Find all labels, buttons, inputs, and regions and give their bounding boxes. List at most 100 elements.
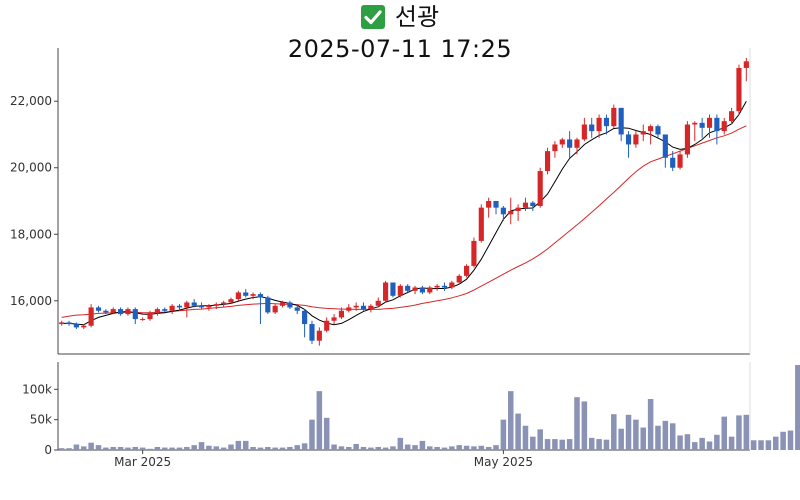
volume-bar (257, 447, 264, 450)
candle (368, 304, 374, 313)
volume-bar (441, 447, 448, 450)
candle (154, 307, 160, 316)
volume-bar (110, 446, 116, 450)
candle-body (456, 275, 462, 283)
candle (633, 131, 639, 148)
volume-bar (552, 439, 558, 450)
candle (235, 290, 241, 301)
candle-body (706, 117, 713, 128)
volume-bar (58, 448, 65, 450)
volume-bar (287, 446, 293, 450)
volume-bar (272, 447, 278, 450)
volume-bar (294, 445, 301, 450)
candle (103, 309, 109, 315)
candle-body (390, 282, 396, 296)
candle (397, 284, 403, 298)
candlestick-series (59, 57, 749, 346)
candle (662, 134, 668, 168)
candle (213, 302, 219, 310)
candle (743, 57, 749, 82)
candle-body (360, 305, 367, 310)
volume-bar (412, 445, 418, 450)
candle-body (162, 309, 168, 311)
candle-body (537, 171, 543, 206)
candle-body (581, 124, 587, 140)
candle (515, 204, 521, 221)
candle-body (692, 122, 698, 125)
candle (640, 124, 646, 142)
candle-body (640, 131, 646, 135)
candle (427, 285, 433, 295)
candle-body (662, 134, 668, 158)
candle (375, 297, 381, 308)
candle (706, 114, 713, 138)
candle (390, 282, 396, 298)
volume-bar (198, 442, 205, 450)
candle-body (73, 324, 79, 328)
volume-bar (228, 444, 234, 450)
candle (559, 137, 565, 148)
volume-bar (456, 445, 462, 450)
candle (360, 302, 367, 311)
candle (250, 292, 256, 300)
candle (73, 322, 79, 330)
candle (81, 324, 87, 330)
candle-body (294, 307, 300, 311)
volume-bar (522, 425, 529, 450)
volume-bar (677, 435, 683, 450)
candle-body (383, 282, 389, 301)
candle (228, 297, 234, 305)
candle (648, 124, 654, 145)
volume-bar (449, 446, 455, 450)
volume-bar (360, 446, 367, 450)
candle (449, 280, 455, 290)
candle-body (633, 134, 639, 145)
candle (169, 304, 175, 315)
candle-body (471, 240, 477, 266)
candle (309, 320, 315, 345)
volume-bar (169, 447, 175, 450)
candle (625, 131, 632, 158)
volume-bar (279, 447, 286, 450)
volume-bar (773, 436, 779, 450)
candle (574, 137, 580, 155)
candle-body (544, 151, 551, 172)
candle (316, 327, 322, 346)
candle-body (302, 310, 308, 325)
candle-body (147, 312, 153, 320)
volume-bar (353, 443, 359, 450)
candle (522, 197, 529, 211)
candle (162, 307, 168, 313)
candle-body (567, 139, 573, 148)
candle (596, 114, 602, 138)
price-panel-axes (57, 48, 751, 355)
candle-body (368, 305, 374, 310)
candle-body (677, 154, 683, 168)
volume-bar (316, 391, 323, 450)
volume-bar (669, 423, 676, 450)
candle (95, 305, 102, 313)
candle-body (243, 292, 249, 296)
candle-body (559, 139, 565, 145)
candle-body (287, 302, 293, 308)
volume-bar (633, 419, 639, 450)
volume-bar (419, 440, 426, 450)
x-tick-label: Mar 2025 (114, 455, 171, 469)
chart-title: 선광 (394, 3, 440, 31)
volume-bar (471, 446, 477, 450)
candle (338, 307, 345, 320)
volume-bar (139, 447, 146, 450)
candle (147, 310, 153, 321)
candle (684, 121, 691, 158)
volume-bar (530, 436, 536, 450)
candle (603, 114, 610, 135)
candle (493, 201, 499, 215)
volume-bar (706, 441, 713, 450)
candle-body (338, 310, 345, 318)
candle-body (309, 324, 315, 341)
candle-body (228, 299, 234, 303)
candle (581, 117, 587, 142)
volume-bar (780, 431, 786, 450)
